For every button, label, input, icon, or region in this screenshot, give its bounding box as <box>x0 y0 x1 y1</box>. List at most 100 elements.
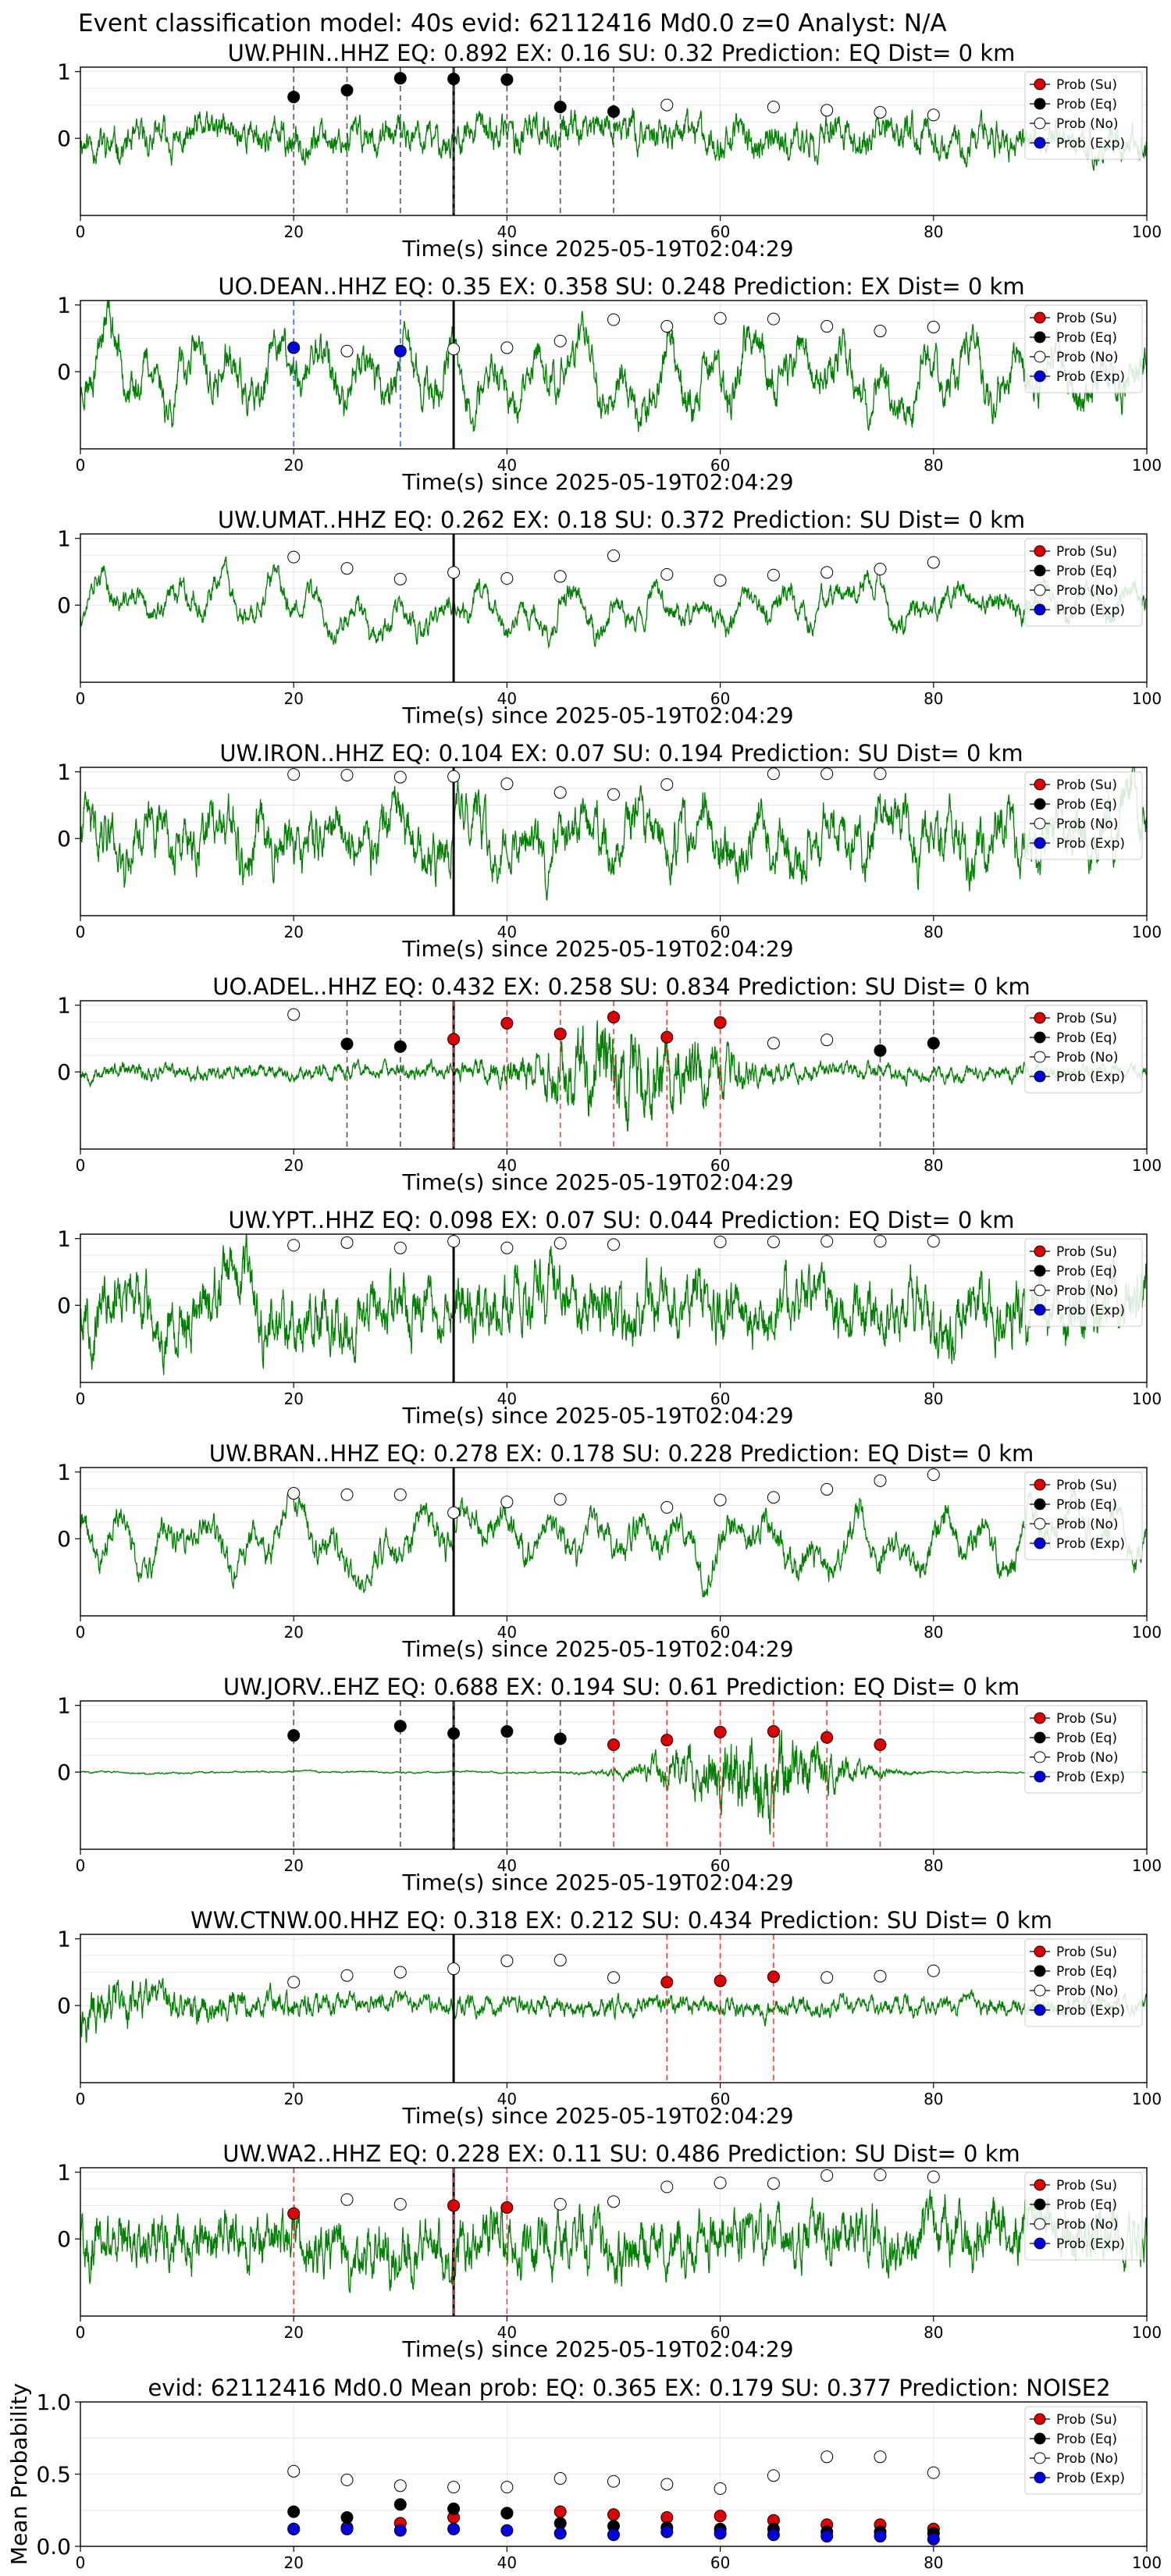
su-prob-point <box>767 1970 780 1984</box>
legend-marker <box>1034 1051 1046 1063</box>
legend-marker <box>1034 1712 1046 1724</box>
no-prob-point <box>820 1482 834 1496</box>
panel-title: UW.WA2..HHZ EQ: 0.228 EX: 0.11 SU: 0.486… <box>222 2140 1020 2167</box>
waveform-trace <box>80 1020 1148 1132</box>
eq-prob-point <box>447 1727 461 1740</box>
legend-label: Prob (Su) <box>1056 77 1117 93</box>
axes-frame <box>80 1467 1148 1617</box>
legend-box <box>1024 2406 1143 2495</box>
legend-label: Prob (Su) <box>1056 1711 1117 1727</box>
station-panel-7: UW.BRAN..HHZ EQ: 0.278 EX: 0.178 SU: 0.2… <box>57 1440 1162 1662</box>
eq-prob-point <box>447 2502 461 2515</box>
legend-marker <box>1034 1498 1046 1510</box>
legend-marker <box>1034 1965 1046 1977</box>
summary-panel: evid: 62112416 Md0.0 Mean prob: EQ: 0.36… <box>6 2375 1162 2572</box>
y-tick-label: 0 <box>57 592 71 618</box>
legend-label: Prob (Eq) <box>1056 97 1117 112</box>
x-tick-label: 20 <box>283 222 303 241</box>
x-tick-label: 40 <box>497 456 517 475</box>
no-prob-point <box>500 1241 514 1254</box>
su-prob-point <box>714 2510 727 2523</box>
no-prob-point <box>714 1493 727 1507</box>
axes-frame <box>80 1000 1148 1150</box>
eq-prob-point <box>340 84 354 97</box>
no-prob-point <box>927 2466 940 2479</box>
panel-legend: Prob (Su) Prob (Eq) Prob (No) Prob (Exp) <box>1024 304 1143 393</box>
su-prob-point <box>660 1734 674 1747</box>
no-prob-point <box>820 1034 834 1047</box>
x-tick-label: 60 <box>710 923 730 941</box>
no-prob-point <box>340 768 354 781</box>
x-tick-label: 100 <box>1132 222 1162 241</box>
legend-label: Prob (Su) <box>1056 544 1117 560</box>
panel-legend: Prob (Su) Prob (Eq) Prob (No) Prob (Exp) <box>1024 771 1143 860</box>
legend-label: Prob (Su) <box>1056 311 1117 326</box>
no-prob-point <box>553 1493 567 1506</box>
y-tick-label: 0 <box>57 126 71 151</box>
legend-marker <box>1034 1031 1046 1044</box>
legend-marker <box>1034 1751 1046 1763</box>
su-prob-point <box>447 1033 461 1046</box>
no-prob-point <box>874 1235 887 1248</box>
waveform-trace <box>80 300 1148 432</box>
x-tick-label: 100 <box>1132 689 1162 708</box>
no-prob-point <box>287 768 301 781</box>
x-tick-label: 60 <box>710 222 730 241</box>
no-prob-point <box>500 1496 514 1509</box>
axes-frame <box>80 1934 1148 2083</box>
legend-marker <box>1034 1945 1046 1958</box>
legend-label: Prob (Exp) <box>1056 1536 1125 1552</box>
no-prob-point <box>660 98 674 112</box>
legend-label: Prob (No) <box>1056 2217 1119 2233</box>
eq-prob-point <box>393 72 407 85</box>
legend-marker <box>1034 78 1046 91</box>
eq-prob-point <box>287 2505 301 2518</box>
x-tick-label: 40 <box>497 1856 517 1875</box>
legend-label: Prob (Su) <box>1056 1244 1117 1260</box>
y-tick-label: 1 <box>57 59 71 85</box>
waveform-trace <box>80 556 1148 649</box>
su-prob-point <box>500 1016 514 1030</box>
legend-marker <box>1034 584 1046 596</box>
eq-prob-point <box>500 2507 514 2520</box>
legend-label: Prob (Eq) <box>1056 1497 1117 1513</box>
no-prob-point <box>874 1969 887 1983</box>
exp-prob-point <box>820 2530 834 2543</box>
panel-legend: Prob (Su) Prob (Eq) Prob (No) Prob (Exp) <box>1024 1238 1143 1327</box>
exp-prob-point <box>500 2524 514 2537</box>
no-prob-point <box>820 1235 834 1248</box>
no-prob-point <box>287 1487 301 1500</box>
station-panel-10: UW.WA2..HHZ EQ: 0.228 EX: 0.11 SU: 0.486… <box>57 2140 1162 2362</box>
x-axis-label: Time(s) since 2025-05-19T02:04:29 <box>401 703 793 728</box>
eq-prob-point <box>927 1037 940 1050</box>
eq-prob-point <box>393 1720 407 1733</box>
axes-frame <box>80 767 1148 916</box>
y-tick-label: 0 <box>57 1059 71 1085</box>
exp-prob-point <box>393 344 407 358</box>
no-prob-point <box>767 568 780 582</box>
x-tick-label: 40 <box>497 1623 517 1642</box>
x-tick-label: 100 <box>1132 2553 1162 2572</box>
legend-marker <box>1034 2237 1046 2250</box>
su-prob-point <box>553 2505 567 2518</box>
no-prob-point <box>660 2478 674 2491</box>
no-prob-point <box>340 344 354 358</box>
no-prob-point <box>500 777 514 791</box>
panel-title: UW.YPT..HHZ EQ: 0.098 EX: 0.07 SU: 0.044… <box>228 1207 1014 1233</box>
no-prob-point <box>607 549 620 562</box>
legend-marker <box>1034 2179 1046 2191</box>
su-prob-point <box>553 1027 567 1041</box>
exp-prob-point <box>393 2524 407 2537</box>
su-prob-point <box>714 1725 727 1738</box>
no-prob-point <box>714 574 727 587</box>
y-tick-label: 1 <box>57 1693 71 1719</box>
no-prob-point <box>393 572 407 585</box>
no-prob-point <box>500 2481 514 2494</box>
x-tick-label: 80 <box>924 222 943 241</box>
legend-marker <box>1034 1517 1046 1530</box>
legend-label: Prob (Exp) <box>1056 836 1125 852</box>
legend-label: Prob (Su) <box>1056 2178 1117 2194</box>
legend-marker <box>1034 117 1046 130</box>
waveform-trace <box>80 2189 1148 2293</box>
